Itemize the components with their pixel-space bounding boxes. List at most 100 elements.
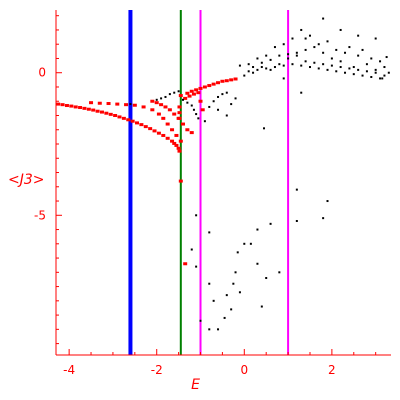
- point-1-77: [374, 71, 377, 74]
- point-1-106: [234, 271, 237, 274]
- point-1-116: [238, 291, 241, 294]
- point-0-4: [73, 105, 78, 109]
- point-0-6: [82, 106, 87, 110]
- point-0-31: [89, 101, 94, 105]
- point-1-58: [383, 66, 386, 69]
- point-0-44: [178, 139, 183, 143]
- point-1-54: [365, 63, 368, 66]
- axes: [55, 10, 391, 356]
- point-1-28: [252, 71, 255, 74]
- point-1-4: [168, 93, 171, 96]
- point-1-123: [208, 328, 211, 331]
- point-1-112: [190, 248, 193, 251]
- point-0-13: [113, 113, 118, 117]
- point-0-43: [174, 133, 179, 137]
- point-1-65: [269, 58, 272, 61]
- point-1-102: [295, 219, 298, 222]
- point-0-52: [180, 122, 185, 126]
- point-0-27: [172, 141, 177, 145]
- point-1-15: [212, 100, 215, 103]
- point-1-29: [256, 57, 259, 60]
- point-1-124: [236, 251, 239, 254]
- point-1-56: [374, 68, 377, 71]
- point-0-9: [95, 109, 100, 113]
- point-1-23: [263, 127, 266, 130]
- point-0-70: [191, 92, 196, 96]
- point-0-41: [165, 122, 170, 126]
- point-1-99: [374, 37, 377, 40]
- point-1-13: [203, 120, 206, 123]
- point-1-69: [304, 60, 307, 63]
- point-1-114: [208, 231, 211, 234]
- point-1-12: [197, 117, 200, 120]
- point-1-62: [243, 74, 246, 77]
- point-1-42: [313, 46, 316, 49]
- x-tick-label: 2: [328, 363, 336, 377]
- point-1-64: [260, 61, 263, 64]
- point-1-25: [300, 91, 303, 94]
- point-1-67: [287, 53, 290, 56]
- point-0-47: [159, 103, 164, 107]
- point-0-54: [189, 131, 194, 135]
- point-1-37: [291, 37, 294, 40]
- point-1-57: [379, 60, 382, 63]
- point-0-24: [161, 133, 166, 137]
- point-0-35: [124, 103, 129, 107]
- point-1-41: [308, 34, 311, 37]
- point-0-18: [135, 121, 140, 125]
- point-1-36: [287, 57, 290, 60]
- point-0-28: [174, 143, 179, 147]
- point-1-6: [177, 90, 180, 93]
- point-1-91: [352, 73, 355, 76]
- point-1-10: [192, 108, 195, 111]
- point-1-107: [225, 294, 228, 297]
- point-1-55: [370, 57, 373, 60]
- point-1-119: [278, 271, 281, 274]
- point-1-74: [348, 67, 351, 70]
- point-0-7: [86, 107, 91, 111]
- point-1-59: [387, 71, 390, 74]
- point-0-69: [187, 94, 192, 98]
- point-0-46: [154, 101, 159, 105]
- point-1-96: [304, 37, 307, 40]
- point-0-19: [139, 123, 144, 127]
- point-1-120: [230, 308, 233, 311]
- point-1-83: [282, 64, 285, 67]
- point-0-32: [97, 101, 102, 105]
- point-1-92: [361, 74, 364, 77]
- point-0-71: [196, 91, 201, 95]
- point-0-30: [177, 149, 182, 153]
- point-1-105: [243, 242, 246, 245]
- point-1-53: [361, 48, 364, 51]
- point-1-117: [256, 262, 259, 265]
- point-1-33: [273, 46, 276, 49]
- point-0-25: [165, 136, 170, 140]
- point-0-75: [177, 111, 182, 115]
- point-1-17: [221, 93, 224, 96]
- point-1-63: [252, 66, 255, 69]
- point-1-95: [322, 17, 325, 20]
- point-1-60: [385, 56, 388, 59]
- point-1-34: [278, 63, 281, 66]
- point-1-30: [260, 66, 263, 69]
- point-1-80: [256, 68, 259, 71]
- point-1-73: [339, 66, 342, 69]
- marks: [56, 10, 390, 355]
- point-1-40: [304, 48, 307, 51]
- point-0-76: [177, 116, 182, 120]
- point-1-100: [295, 188, 298, 191]
- point-0-29: [176, 146, 181, 150]
- point-1-94: [379, 77, 382, 80]
- point-0-11: [104, 111, 109, 115]
- point-1-32: [269, 68, 272, 71]
- point-1-22: [225, 114, 228, 117]
- point-1-126: [256, 228, 259, 231]
- point-1-27: [247, 63, 250, 66]
- point-1-45: [326, 40, 329, 43]
- point-0-10: [99, 110, 104, 114]
- point-1-98: [357, 34, 360, 37]
- point-1-88: [326, 68, 329, 71]
- point-0-49: [167, 108, 172, 112]
- point-1-19: [217, 108, 220, 111]
